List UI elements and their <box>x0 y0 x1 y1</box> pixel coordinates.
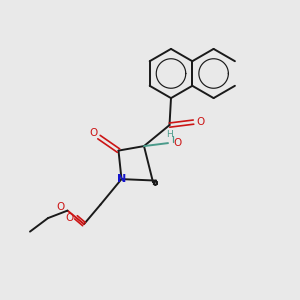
Text: O: O <box>173 138 181 148</box>
Text: N: N <box>117 174 126 184</box>
Text: O: O <box>196 117 204 127</box>
Text: H: H <box>166 130 173 139</box>
Text: O: O <box>57 202 65 212</box>
Text: O: O <box>65 213 74 223</box>
Text: O: O <box>89 128 97 138</box>
